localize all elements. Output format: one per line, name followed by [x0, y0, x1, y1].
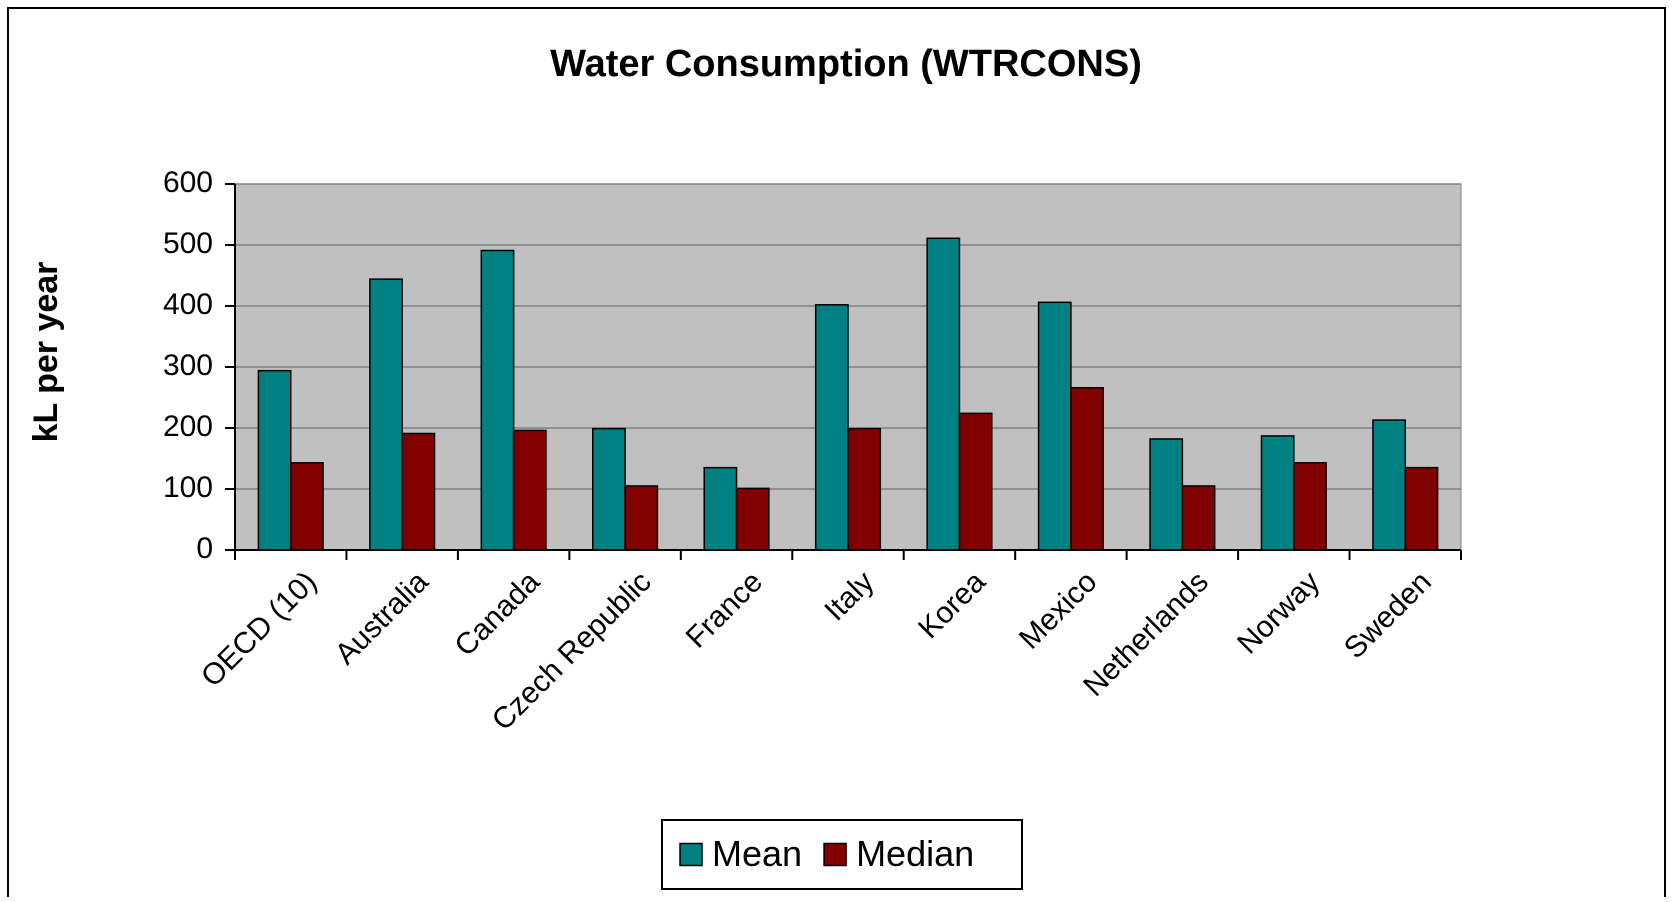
y-axis-label: kL per year: [27, 262, 65, 443]
y-tick-label: 600: [163, 166, 213, 199]
bar: [926, 237, 961, 551]
bar: [958, 412, 993, 551]
bar: [369, 278, 403, 551]
y-tick-label: 500: [163, 227, 213, 260]
y-tick-label: 300: [163, 349, 213, 382]
bar: [401, 432, 436, 551]
y-tick-label: 0: [196, 532, 213, 565]
bar: [1293, 462, 1327, 551]
y-tick-label: 200: [163, 410, 213, 443]
bar: [814, 304, 849, 551]
bar: [1260, 435, 1295, 551]
bar: [624, 485, 659, 551]
legend-label: Mean: [712, 833, 802, 874]
legend-swatch: [679, 842, 703, 867]
legend-label: Median: [856, 833, 974, 874]
bar: [735, 487, 770, 551]
bar: [1404, 466, 1439, 551]
bar: [1037, 301, 1072, 551]
bar: [1149, 438, 1184, 551]
bar: [847, 427, 882, 551]
chart-title: Water Consumption (WTRCONS): [550, 43, 1142, 85]
bar: [1181, 485, 1216, 551]
legend-swatch: [823, 842, 847, 867]
bar: [289, 462, 324, 551]
y-tick-label: 400: [163, 288, 213, 321]
bar: [480, 249, 515, 551]
bar: [1070, 386, 1104, 551]
bar: [512, 429, 547, 551]
bar: [703, 466, 738, 551]
bar: [592, 427, 626, 551]
y-tick-label: 100: [163, 471, 213, 504]
bar: [257, 369, 292, 551]
bar: [1372, 419, 1407, 551]
